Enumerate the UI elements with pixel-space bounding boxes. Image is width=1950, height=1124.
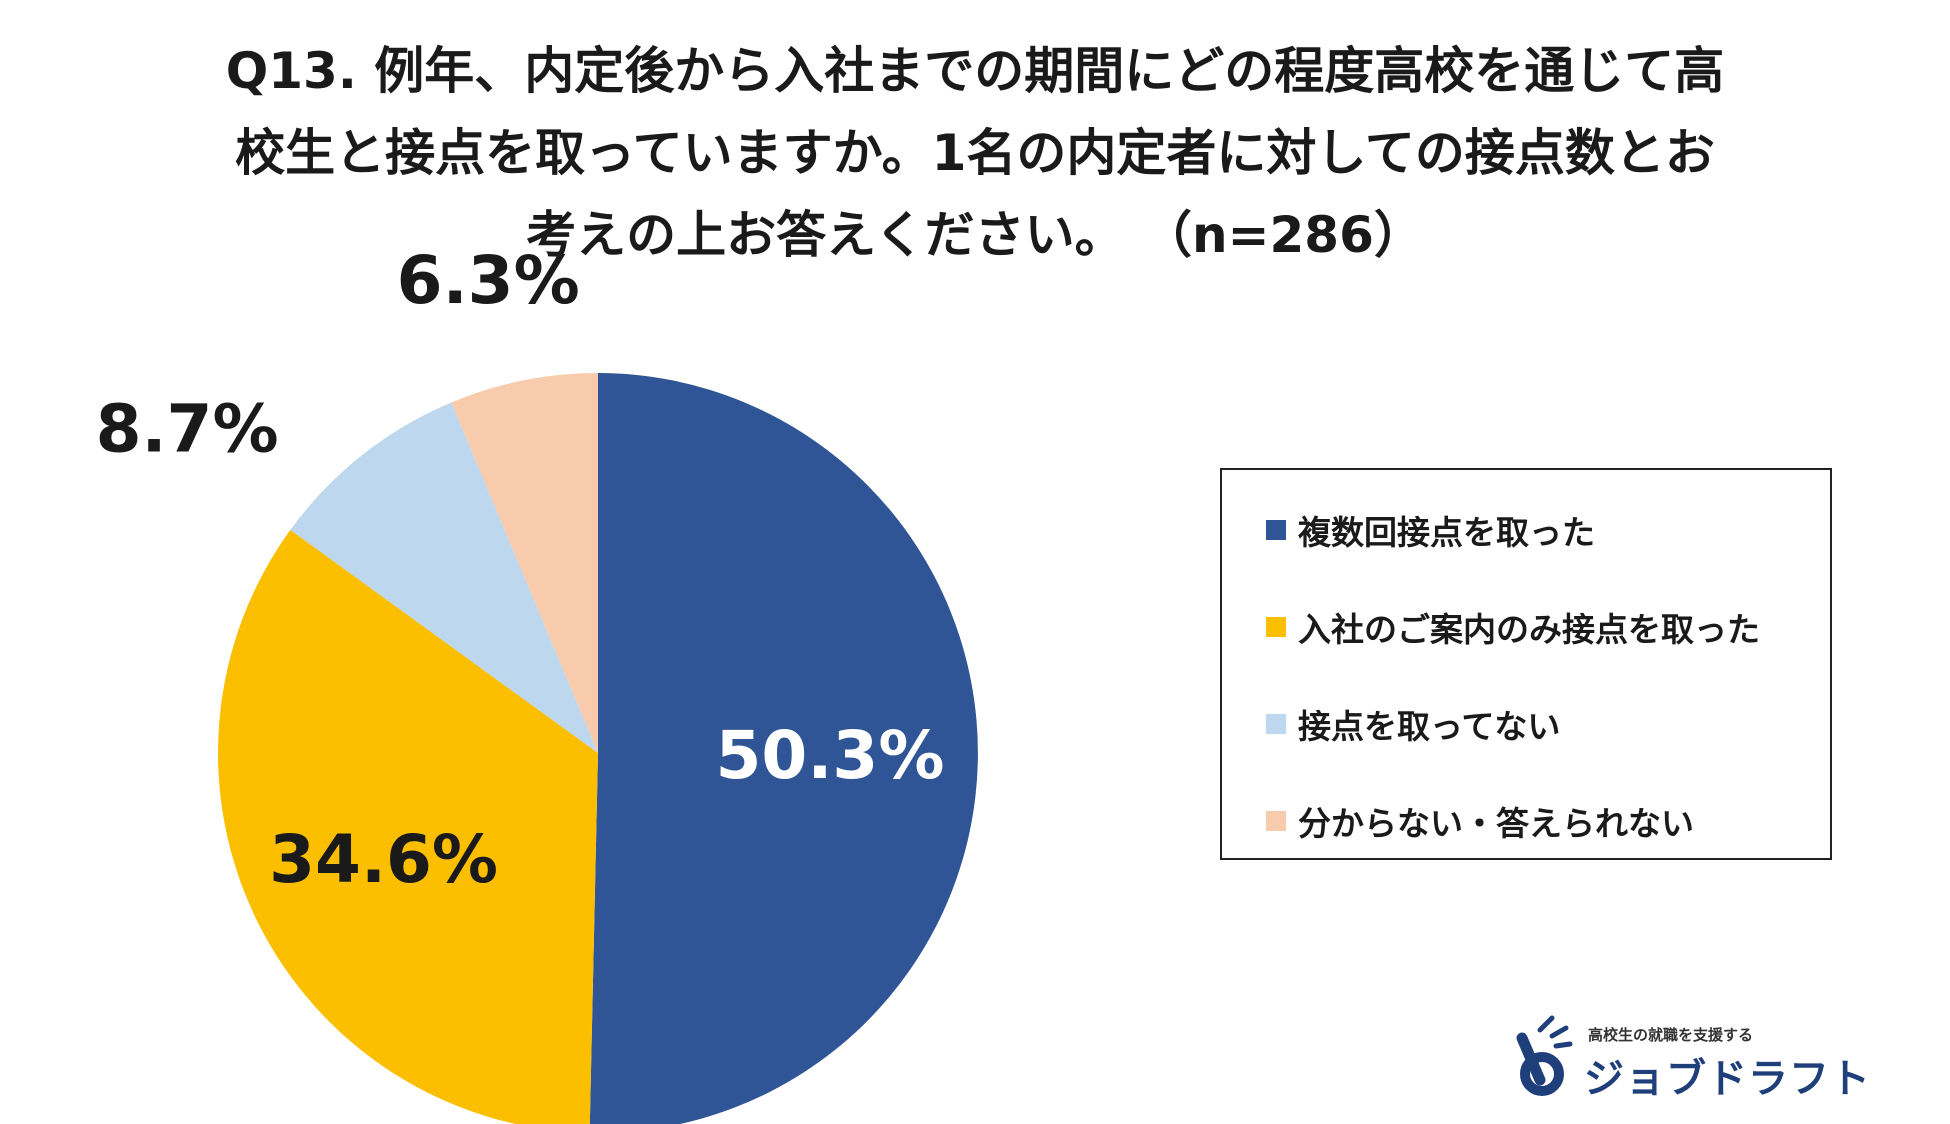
legend-item-multiple-contacts: 複数回接点を取った [1266, 506, 1595, 554]
legend-label: 分からない・答えられない [1298, 804, 1694, 843]
legend-label: 入社のご案内のみ接点を取った [1298, 610, 1760, 649]
slice-no-contact [290, 402, 598, 753]
legend-swatch [1266, 714, 1286, 734]
data-label-multiple-contacts: 50.3% [716, 717, 945, 794]
jobdraft-logo: 高校生の就職を支援する ジョブドラフト [1500, 1010, 1870, 1102]
logo-tagline: 高校生の就職を支援する [1588, 1026, 1754, 1044]
data-label-guidance-only: 34.6% [269, 821, 498, 898]
legend: 複数回接点を取った 入社のご案内のみ接点を取った 接点を取ってない 分からない・… [1220, 468, 1832, 860]
title-line-1: Q13. 例年、内定後から入社までの期間にどの程度高校を通じて高 [225, 42, 1725, 100]
legend-label: 接点を取ってない [1298, 707, 1561, 746]
data-label-no-contact: 8.7% [96, 391, 279, 468]
slice-unknown [451, 373, 598, 753]
legend-swatch [1266, 617, 1286, 637]
slice-multiple-contacts [589, 373, 978, 1124]
data-label-unknown: 6.3% [397, 242, 580, 319]
legend-label: 複数回接点を取った [1298, 513, 1595, 552]
legend-item-no-contact: 接点を取ってない [1266, 700, 1560, 748]
slice-guidance-only [218, 529, 598, 1124]
legend-swatch [1266, 520, 1286, 540]
logo-name: ジョブドラフト [1584, 1056, 1871, 1102]
legend-item-unknown: 分からない・答えられない [1266, 797, 1694, 845]
logo-mark-icon [1516, 1015, 1573, 1096]
chart-title: Q13. 例年、内定後から入社までの期間にどの程度高校を通じて高 校生と接点を取… [150, 30, 1800, 276]
legend-item-guidance-only: 入社のご案内のみ接点を取った [1266, 603, 1760, 651]
title-line-3: 考えの上お答えください。 （n=286） [526, 206, 1424, 264]
title-line-2: 校生と接点を取っていますか。1名の内定者に対しての接点数とお [235, 124, 1715, 182]
legend-swatch [1266, 811, 1286, 831]
